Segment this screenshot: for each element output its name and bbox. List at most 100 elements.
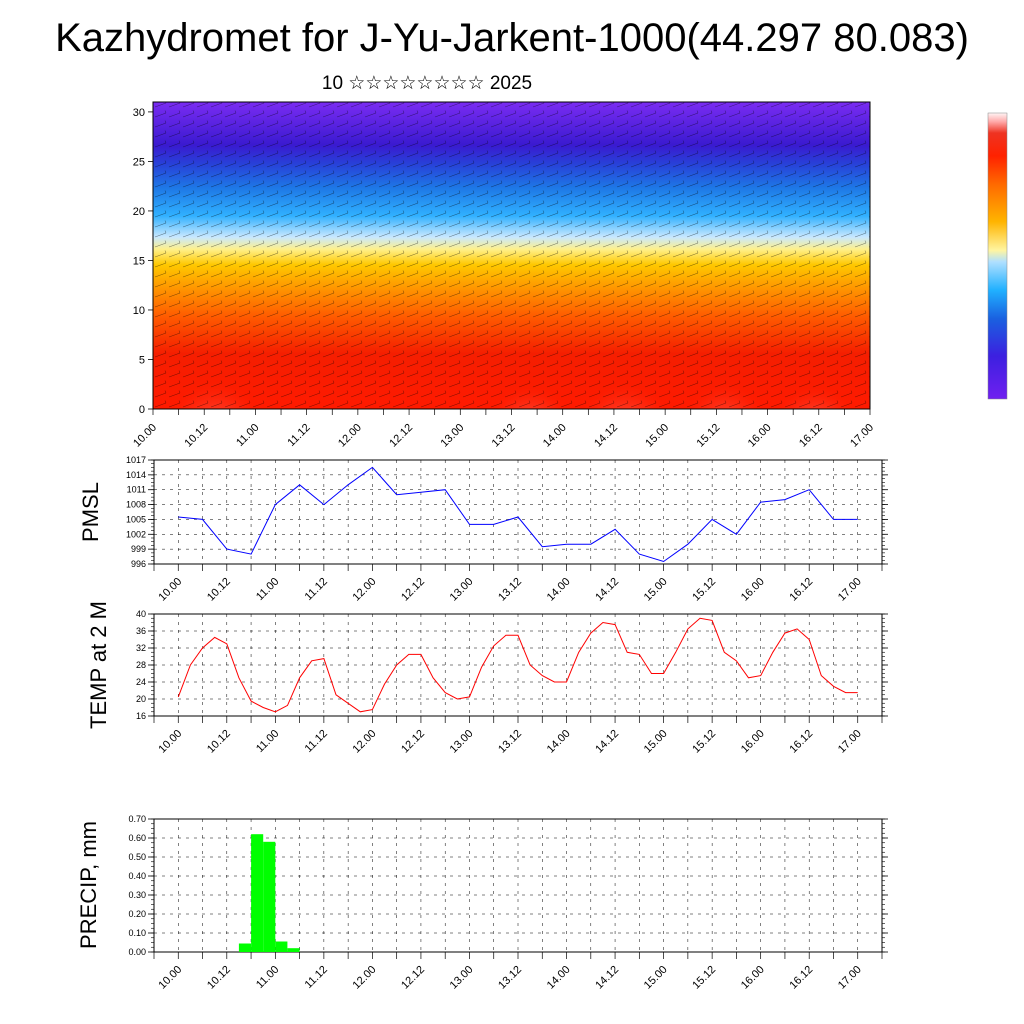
chart-subtitle: 10 ☆☆☆☆☆☆☆☆ 2025 (321, 73, 533, 94)
temp-series-line (177, 617, 858, 713)
y-tick-label: 1011 (127, 485, 146, 495)
y-tick-label: 10 (133, 305, 145, 317)
x-tick-label: 13.00 (448, 576, 476, 604)
x-tick-label: 17.00 (848, 422, 876, 450)
y-tick-label: 1014 (126, 470, 146, 480)
x-tick-label: 12.00 (351, 728, 379, 756)
x-tick-label: 10.00 (156, 728, 184, 756)
precip-bar (275, 941, 288, 952)
y-tick-label: 996 (131, 559, 146, 569)
x-tick-label: 14.12 (593, 964, 621, 992)
pmsl-series-line (178, 466, 858, 563)
x-tick-label: 13.00 (448, 964, 476, 992)
x-tick-label: 15.12 (690, 964, 718, 992)
pmsl-panel: 996 999 1002 1005 1008 1011 1014 1017 10.00 10.1… (78, 455, 888, 604)
temp-x-axis: 10.00 10.12 11.00 11.12 12.00 12.12 13.00 13.12… (153, 716, 883, 756)
x-tick-label: 14.12 (593, 576, 621, 604)
y-tick-label: 0.70 (128, 814, 146, 824)
y-tick-label: 0.00 (128, 947, 146, 957)
x-tick-label: 16.00 (739, 576, 767, 604)
x-tick-label: 15.00 (643, 422, 671, 450)
heatmap-hot-spots (153, 102, 870, 409)
y-tick-label: 25 (133, 156, 145, 168)
y-tick-label: 20 (136, 694, 146, 704)
x-tick-label: 10.12 (182, 422, 210, 450)
y-tick-label: 0.20 (128, 909, 146, 919)
x-tick-label: 16.00 (739, 728, 767, 756)
pmsl-ylabel: PMSL (78, 482, 103, 542)
x-tick-label: 16.12 (787, 964, 815, 992)
y-tick-label: 1002 (126, 529, 146, 539)
x-tick-label: 10.12 (205, 964, 233, 992)
x-tick-label: 10.00 (156, 576, 184, 604)
y-tick-label: 1008 (126, 500, 146, 510)
x-tick-label: 11.12 (303, 576, 330, 603)
y-tick-label: 30 (133, 107, 145, 119)
x-tick-label: 14.00 (545, 964, 573, 992)
y-tick-label: 24 (136, 677, 146, 687)
x-tick-label: 12.00 (351, 964, 379, 992)
x-tick-label: 13.00 (448, 728, 476, 756)
x-tick-label: 11.12 (285, 422, 312, 449)
heatmap-y-axis: 0 5 10 15 20 25 30 (133, 107, 153, 416)
wind-barbs-field (153, 102, 870, 409)
x-tick-label: 11.12 (303, 964, 330, 991)
precip-bar (238, 943, 251, 952)
x-tick-label: 12.00 (351, 576, 379, 604)
precip-grid (154, 819, 883, 952)
chart-title: Kazhydromet for J-Yu-Jarkent-1000(44.297… (55, 16, 969, 60)
y-tick-label: 28 (136, 660, 146, 670)
precip-x-axis: 10.00 10.12 11.00 11.12 12.00 12.12 13.00 13.12… (153, 952, 883, 992)
x-tick-label: 12.00 (336, 422, 364, 450)
y-tick-label: 1017 (126, 455, 146, 465)
x-tick-label: 17.00 (836, 964, 864, 992)
temp-ylabel: TEMP at 2 M (86, 601, 111, 729)
x-tick-label: 14.00 (541, 422, 569, 450)
y-tick-label: 16 (136, 711, 146, 721)
precip-bar (287, 948, 300, 952)
x-tick-label: 17.00 (836, 728, 864, 756)
pmsl-y-axis: 996 999 1002 1005 1008 1011 1014 1017 (126, 455, 888, 569)
x-tick-label: 15.00 (642, 964, 670, 992)
y-tick-label: 1005 (126, 514, 146, 524)
temp-panel: 16 20 24 28 32 36 40 10.00 10.12 11.00 11.12 12.00… (86, 601, 888, 756)
y-tick-label: 0.50 (128, 852, 146, 862)
x-tick-label: 14.12 (592, 422, 620, 450)
y-tick-label: 32 (136, 643, 146, 653)
precip-panel: 0.000.100.200.300.400.500.600.70 10.00 10… (76, 814, 888, 992)
x-tick-label: 15.12 (690, 728, 718, 756)
precip-bar (263, 841, 276, 952)
y-tick-label: 36 (136, 626, 146, 636)
pmsl-grid (154, 460, 883, 564)
x-tick-label: 13.12 (496, 964, 524, 992)
pmsl-x-axis: 10.00 10.12 11.00 11.12 12.00 12.12 13.00 13.12… (153, 564, 883, 604)
x-tick-label: 10.00 (156, 964, 184, 992)
temp-grid (154, 614, 883, 716)
x-tick-label: 16.12 (787, 576, 815, 604)
y-tick-label: 0.60 (128, 833, 146, 843)
x-tick-label: 10.12 (205, 576, 233, 604)
x-tick-label: 12.12 (387, 422, 415, 450)
x-tick-label: 16.00 (739, 964, 767, 992)
y-tick-label: 0 (139, 404, 145, 416)
x-tick-label: 17.00 (836, 576, 864, 604)
x-tick-label: 11.00 (254, 964, 281, 991)
y-tick-label: 0.10 (128, 928, 146, 938)
temp-y-axis: 16 20 24 28 32 36 40 (136, 609, 888, 721)
x-tick-label: 13.12 (496, 576, 524, 604)
x-tick-label: 10.12 (205, 728, 233, 756)
x-tick-label: 13.12 (490, 422, 518, 450)
x-tick-label: 13.12 (496, 728, 524, 756)
x-tick-label: 16.12 (797, 422, 825, 450)
x-tick-label: 15.12 (690, 576, 718, 604)
x-tick-label: 10.00 (131, 422, 159, 450)
x-tick-label: 11.12 (303, 728, 330, 755)
x-tick-label: 11.00 (254, 576, 281, 603)
x-tick-label: 15.00 (642, 576, 670, 604)
precip-ylabel: PRECIP, mm (76, 821, 101, 949)
x-tick-label: 16.00 (746, 422, 774, 450)
precip-bars (238, 834, 300, 952)
x-tick-label: 12.12 (399, 576, 427, 604)
x-tick-label: 12.12 (399, 964, 427, 992)
y-tick-label: 40 (136, 609, 146, 619)
